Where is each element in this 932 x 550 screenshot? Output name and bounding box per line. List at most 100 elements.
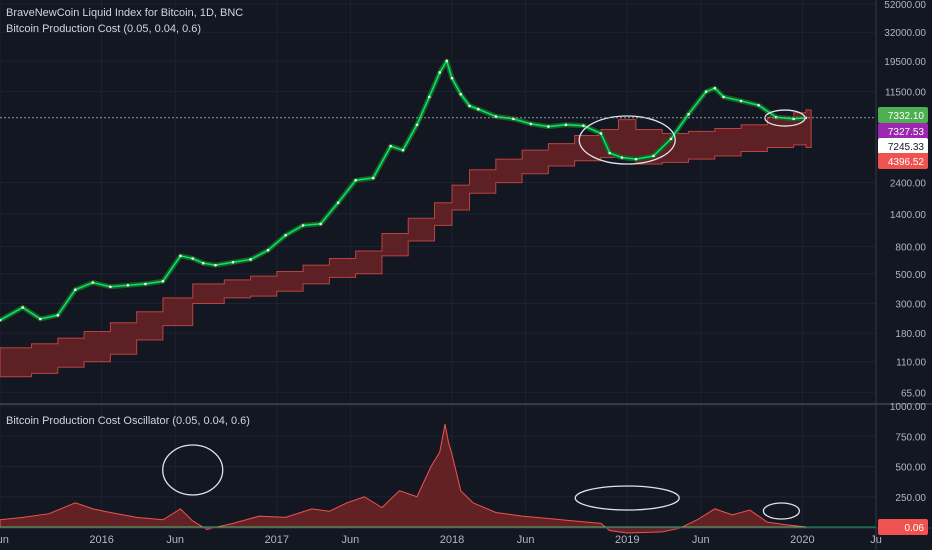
price-tag-label: 7332.10 — [888, 111, 925, 122]
price-tag-label: 7245.33 — [888, 142, 925, 153]
y-tick-label: 2400.00 — [890, 179, 927, 190]
x-tick-label: Jun — [0, 534, 9, 546]
price-point — [56, 313, 60, 317]
price-point — [161, 279, 165, 283]
price-tag-box — [878, 123, 928, 139]
price-point — [249, 258, 252, 261]
price-point — [459, 92, 463, 96]
price-series — [0, 58, 808, 323]
price-point — [757, 103, 760, 107]
price-point — [620, 156, 624, 159]
y-tick-label: 1000.00 — [890, 402, 927, 413]
price-point — [38, 317, 42, 321]
price-point — [191, 257, 195, 260]
price-point — [450, 76, 454, 80]
price-point — [214, 263, 217, 267]
x-tick-label: Jun — [692, 534, 710, 546]
y-tick-label: 52000.00 — [884, 0, 926, 11]
price-point — [494, 115, 498, 118]
price-point — [21, 306, 25, 309]
price-point — [468, 104, 471, 108]
price-point — [401, 148, 405, 152]
y-tick-label: 19500.00 — [884, 57, 926, 68]
production-cost-band-area — [0, 109, 812, 378]
x-tick-label: Jun — [517, 534, 535, 546]
price-point — [144, 282, 147, 286]
highlight-ellipse — [762, 502, 801, 520]
chart-title: BraveNewCoin Liquid Index for Bitcoin, 1… — [6, 7, 243, 19]
price-point — [284, 233, 287, 237]
price-point — [109, 285, 112, 289]
price-point — [301, 224, 305, 227]
price-point — [74, 288, 77, 292]
x-tick-label: Jun — [342, 534, 360, 546]
x-tick-label: 2018 — [440, 534, 464, 546]
price-point — [669, 137, 673, 141]
price-point — [704, 90, 708, 93]
y-tick-label: 110.00 — [896, 358, 926, 369]
x-tick-label: Ju — [870, 534, 882, 546]
price-point — [179, 254, 182, 258]
highlight-ellipse — [574, 485, 680, 511]
y-tick-label: 11500.00 — [885, 88, 926, 99]
oscillator-title: Bitcoin Production Cost Oscillator (0.05… — [6, 415, 250, 427]
highlight-ellipses — [162, 109, 806, 520]
highlight-ellipse — [162, 444, 224, 496]
price-tag-box — [878, 138, 928, 154]
price-point — [582, 124, 585, 127]
price-point — [126, 284, 130, 287]
x-tick-label: 2017 — [265, 534, 289, 546]
y-tick-label: 300.00 — [895, 299, 926, 310]
y-tick-label: 750.00 — [895, 432, 926, 443]
price-point — [599, 132, 603, 135]
price-point — [415, 123, 419, 127]
price-line — [0, 60, 806, 321]
price-point — [739, 99, 743, 103]
price-tag-box — [878, 153, 928, 169]
x-axis-labels: Jun 2016 Jun 2017 Jun 2018 Jun 2019 Jun 2020 Ju — [0, 534, 882, 546]
oscillator-value-label: 0.06 — [905, 523, 925, 534]
price-point — [652, 154, 655, 158]
x-tick-label: 2016 — [89, 534, 113, 546]
y-tick-label: 500.00 — [895, 463, 926, 474]
price-point — [389, 144, 392, 148]
price-point — [319, 222, 322, 226]
price-point — [0, 318, 2, 322]
highlight-ellipse — [578, 115, 676, 165]
price-tag-label: 4396.52 — [888, 157, 925, 168]
y-tick-label: 180.00 — [895, 329, 926, 340]
price-tag-box — [878, 107, 928, 123]
price-point — [91, 281, 95, 284]
price-point — [476, 107, 480, 111]
price-point — [445, 59, 449, 63]
price-line-shadow — [0, 58, 807, 323]
y-tick-label: 250.00 — [895, 493, 926, 504]
x-tick-label: Jun — [166, 534, 184, 546]
y-axis-labels: 52000.00 32000.00 19500.00 11500.00 2400.00 1… — [884, 0, 926, 534]
price-point — [722, 95, 725, 99]
price-point — [564, 123, 568, 127]
price-point — [608, 151, 611, 155]
price-point — [427, 95, 431, 99]
price-point — [371, 176, 375, 180]
price-point — [547, 125, 550, 128]
price-point — [354, 178, 357, 182]
price-point — [687, 112, 690, 116]
production-cost-band — [0, 109, 812, 378]
indicator-title: Bitcoin Production Cost (0.05, 0.04, 0.6… — [6, 23, 201, 35]
y-tick-label: 65.00 — [901, 388, 926, 399]
price-tags: 7332.10 7327.53 7245.33 4396.52 0.06 — [878, 107, 928, 535]
price-point — [438, 71, 442, 74]
y-tick-label: 32000.00 — [884, 28, 926, 39]
price-point — [336, 201, 340, 204]
x-tick-label: 2019 — [615, 534, 639, 546]
price-tag-label: 7327.53 — [888, 127, 925, 138]
price-point — [201, 261, 205, 265]
y-tick-label: 500.00 — [895, 270, 926, 281]
y-tick-label: 800.00 — [895, 242, 926, 253]
price-point — [529, 122, 533, 126]
oscillator-area — [0, 424, 876, 534]
x-tick-label: 2020 — [790, 534, 814, 546]
